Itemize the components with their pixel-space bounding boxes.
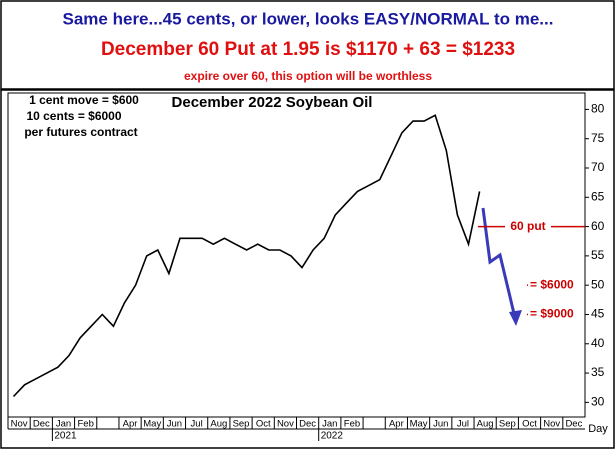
x-tick-label: Nov: [543, 419, 560, 430]
header-line: Same here...45 cents, or lower, looks EA…: [63, 9, 554, 28]
label-bg: [505, 219, 551, 234]
price-line: [12, 114, 481, 398]
x-tick-label: Apr: [123, 419, 138, 430]
note: 1 cent move = $600: [29, 93, 139, 107]
y-tick-label: 45: [591, 307, 605, 321]
x-tick-label: Dec: [299, 419, 316, 430]
y-tick-label: 35: [591, 365, 605, 379]
y-tick-label: 80: [591, 102, 605, 116]
y-tick-label: 60: [591, 219, 605, 233]
x-tick-label: Aug: [477, 419, 494, 430]
x-year-label: 2022: [321, 431, 344, 442]
label-bg: [528, 278, 582, 293]
y-tick-label: 40: [591, 336, 605, 350]
y-tick-label: 55: [591, 248, 605, 262]
x-tick-label: Sep: [233, 419, 250, 430]
x-tick-label: Aug: [210, 419, 227, 430]
x-tick-label: Jul: [191, 419, 203, 430]
x-tick-label: Nov: [277, 419, 294, 430]
x-tick-label: Jul: [457, 419, 469, 430]
x-tick-label: Dec: [565, 419, 582, 430]
note: per futures contract: [24, 125, 137, 139]
y-tick-label: 65: [591, 189, 605, 203]
arrow-head: [509, 310, 522, 326]
x-tick-label: Oct: [522, 419, 537, 430]
chart-title: December 2022 Soybean Oil: [172, 94, 373, 111]
x-tick-label: Dec: [33, 419, 50, 430]
x-tick-label: Sep: [499, 419, 516, 430]
x-axis-label: Day: [588, 423, 608, 435]
x-tick-label: Oct: [256, 419, 271, 430]
x-tick-label: Feb: [344, 419, 360, 430]
x-tick-label: Jan: [322, 419, 337, 430]
y-tick-label: 75: [591, 131, 605, 145]
x-tick-label: May: [143, 419, 161, 430]
reference-label: 60 put: [510, 219, 545, 233]
y-tick-label: 70: [591, 160, 605, 174]
chart-box: [0, 89, 615, 449]
x-year-label: 2021: [54, 431, 77, 442]
y-tick-label: 50: [591, 277, 605, 291]
x-tick-label: Jun: [167, 419, 182, 430]
x-tick-label: Jan: [56, 419, 71, 430]
header-line: December 60 Put at 1.95 is $1170 + 63 = …: [101, 39, 515, 60]
x-tick-label: Jun: [433, 419, 448, 430]
header-line: expire over 60, this option will be wort…: [184, 69, 432, 83]
annotation-label: = $9000: [530, 307, 574, 321]
x-tick-label: May: [410, 419, 428, 430]
label-bg: [528, 307, 582, 322]
y-tick-label: 30: [591, 395, 605, 409]
annotation-label: = $6000: [530, 277, 574, 291]
header-box: [0, 0, 615, 90]
projection-arrow: [481, 207, 518, 323]
x-tick-label: Apr: [389, 419, 404, 430]
x-tick-label: Nov: [11, 419, 28, 430]
x-tick-label: Feb: [77, 419, 93, 430]
note: 10 cents = $6000: [26, 109, 121, 123]
